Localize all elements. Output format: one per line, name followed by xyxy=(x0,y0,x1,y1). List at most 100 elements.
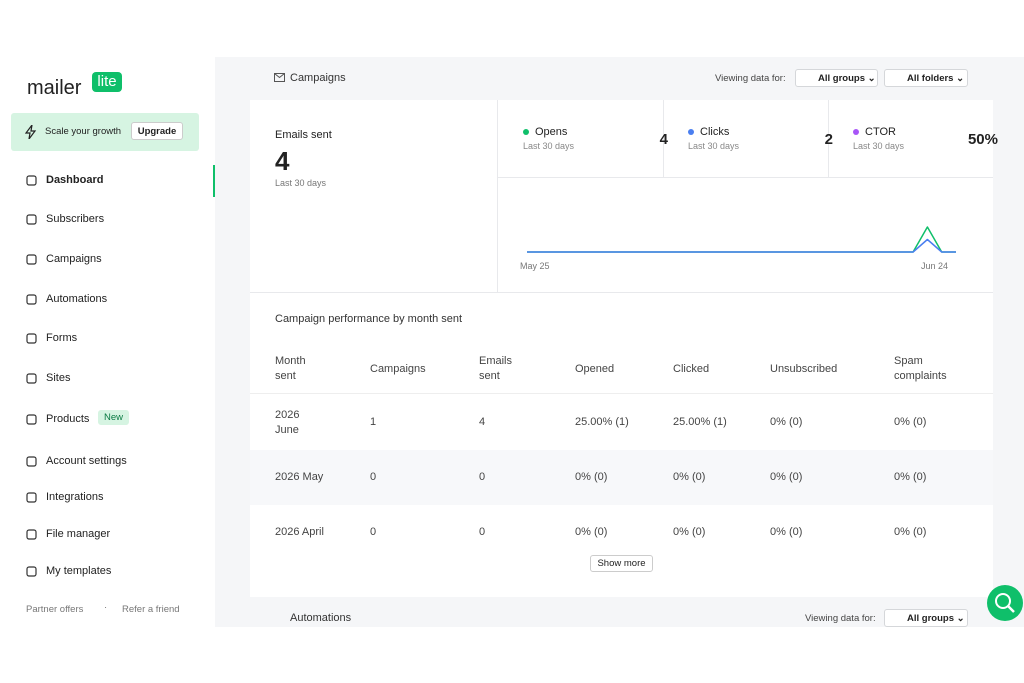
nav-item[interactable]: Sites xyxy=(0,369,213,389)
column-header: Emails sent xyxy=(479,355,513,382)
section-title: Automations xyxy=(290,612,352,624)
table-cell: 0 xyxy=(479,471,486,483)
nav-label: Integrations xyxy=(46,491,104,503)
nav-label: Dashboard xyxy=(46,174,104,186)
column-header: Opened xyxy=(575,362,615,375)
nav-item[interactable]: File manager xyxy=(0,525,213,545)
viewing-label: Viewing data for: xyxy=(805,613,876,624)
table-cell: 0% (0) xyxy=(770,526,803,538)
nav-label: Sites xyxy=(46,372,71,384)
section-title: Campaigns xyxy=(290,72,346,84)
emails-sent-label: Emails sent xyxy=(275,129,332,141)
table-cell: 25.00% (1) xyxy=(575,416,629,428)
table-cell: 2026 May xyxy=(275,471,324,483)
row-stripe xyxy=(250,450,993,505)
stat-period: Last 30 days xyxy=(523,141,575,151)
upgrade-button[interactable]: Upgrade xyxy=(131,122,183,140)
column-header: Campaigns xyxy=(370,362,426,375)
table-cell: 0% (0) xyxy=(770,471,803,483)
campaigns-card xyxy=(250,100,993,597)
promo: Scale your growth Upgrade xyxy=(11,113,199,151)
nav-icon xyxy=(26,175,37,186)
table-row: 2026 April 0 0 0% (0) 0% (0) 0% (0) 0% (0) xyxy=(250,505,993,560)
footer-link[interactable]: Partner offers xyxy=(26,604,84,615)
divider xyxy=(497,100,498,292)
nav-item[interactable]: Campaigns xyxy=(0,250,213,270)
stat-name: Opens xyxy=(535,126,568,138)
stat-name: Clicks xyxy=(700,126,730,138)
table-cell: 0% (0) xyxy=(575,471,608,483)
nav-item[interactable]: Dashboard xyxy=(0,171,213,191)
search-fab[interactable] xyxy=(987,585,1023,621)
nav-icon xyxy=(26,566,37,577)
table-title: Campaign performance by month sent xyxy=(275,313,463,325)
table-row: 2026 May 0 0 0% (0) 0% (0) 0% (0) 0% (0) xyxy=(250,450,993,505)
logo-badge: lite xyxy=(92,72,122,92)
table-cell: 0 xyxy=(370,526,377,538)
stat-dot xyxy=(688,129,694,135)
table-cell: 0% (0) xyxy=(894,416,927,428)
emails-sent-period: Last 30 days xyxy=(275,178,327,188)
table-cell: 0% (0) xyxy=(770,416,803,428)
nav-label: Forms xyxy=(46,332,78,344)
table-cell: 0% (0) xyxy=(894,471,927,483)
table-cell: 0% (0) xyxy=(673,526,706,538)
nav-icon xyxy=(26,414,37,425)
nav-item[interactable]: Account settings xyxy=(0,452,213,472)
divider xyxy=(828,100,829,177)
nav-item[interactable]: Subscribers xyxy=(0,210,213,230)
sidebar: mailer lite Scale your growth Upgrade Da… xyxy=(0,57,215,627)
groups-dropdown[interactable]: All groups ⌄ xyxy=(795,69,878,87)
dropdown-text: All folders xyxy=(907,73,954,84)
dropdown-text: All groups xyxy=(907,613,954,624)
nav-icon xyxy=(26,373,37,384)
nav-label: Products xyxy=(46,413,90,425)
mail-icon xyxy=(274,73,285,82)
nav-item[interactable]: Integrations xyxy=(0,488,213,508)
nav-label: My templates xyxy=(46,565,112,577)
table-cell: 0% (0) xyxy=(575,526,608,538)
promo-text: Scale your growth xyxy=(45,126,122,137)
viewing-label: Viewing data for: xyxy=(715,73,786,84)
folders-dropdown[interactable]: All folders ⌄ xyxy=(884,69,968,87)
footer-link[interactable]: Refer a friend xyxy=(122,604,180,615)
nav-item[interactable]: My templates xyxy=(0,562,213,582)
nav-label: Automations xyxy=(46,293,108,305)
search-icon xyxy=(995,593,1015,613)
nav-icon xyxy=(26,214,37,225)
dropdown-text: All groups xyxy=(818,73,865,84)
stat-value: 50% xyxy=(967,131,998,148)
table-header: Month sent Campaigns Emails sent Opened Clic… xyxy=(250,345,993,394)
active-indicator xyxy=(213,165,215,197)
groups-dropdown[interactable]: All groups ⌄ xyxy=(884,609,968,627)
stat-period: Last 30 days xyxy=(853,141,905,151)
nav-label: Campaigns xyxy=(46,253,102,265)
show-more-button[interactable]: Show more xyxy=(590,555,653,572)
table-cell: 0 xyxy=(479,526,486,538)
divider xyxy=(250,292,993,293)
nav-badge: New xyxy=(98,410,130,425)
table-cell: 0 xyxy=(370,471,377,483)
logo[interactable]: mailer xyxy=(27,77,82,99)
nav-icon xyxy=(26,492,37,503)
column-header: Spam complaints xyxy=(894,355,947,382)
nav-label: Account settings xyxy=(46,455,127,467)
table-cell: 2026 June xyxy=(275,408,300,436)
nav-item[interactable]: Forms xyxy=(0,329,213,349)
nav-item[interactable]: Automations xyxy=(0,290,213,310)
nav-label: File manager xyxy=(46,528,111,540)
table-cell: 1 xyxy=(370,416,377,428)
table-cell: 2026 April xyxy=(275,526,324,538)
column-header: Clicked xyxy=(673,362,710,375)
stat-period: Last 30 days xyxy=(688,141,740,151)
table-cell: 4 xyxy=(479,416,486,428)
nav-item[interactable]: Products New xyxy=(0,410,213,430)
separator: · xyxy=(104,602,108,613)
table-row: 2026 June 1 4 25.00% (1) 25.00% (1) 0% (0) 0% … xyxy=(250,395,993,450)
emails-sent-value: 4 xyxy=(275,146,290,176)
stat-dot xyxy=(853,129,859,135)
nav-icon xyxy=(26,456,37,467)
nav-icon xyxy=(26,254,37,265)
stat-dot xyxy=(523,129,529,135)
